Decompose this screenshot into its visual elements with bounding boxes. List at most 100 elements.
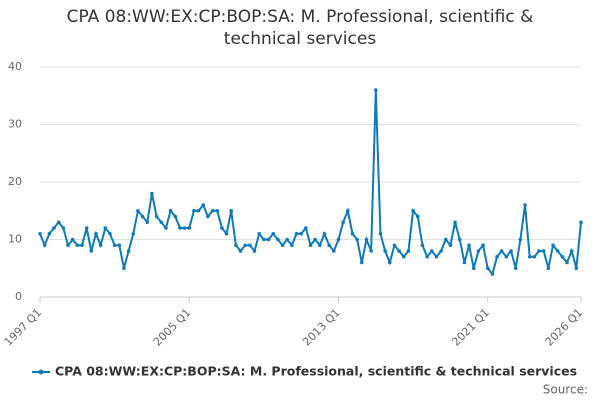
point — [336, 237, 341, 242]
x-tick-label: 2026 Q1 — [543, 306, 586, 349]
point — [467, 243, 471, 248]
point — [196, 208, 201, 213]
point — [178, 226, 182, 230]
point — [448, 243, 453, 248]
point — [42, 243, 47, 248]
point — [527, 254, 532, 259]
point — [439, 249, 443, 253]
x-tick-label: 2021 Q1 — [449, 306, 492, 349]
point — [131, 231, 136, 236]
point — [401, 254, 406, 259]
point — [429, 249, 434, 253]
point — [509, 249, 513, 253]
point — [224, 231, 229, 236]
point — [499, 249, 504, 253]
y-tick-label: 0 — [15, 290, 22, 303]
point — [318, 243, 322, 248]
point — [80, 243, 84, 248]
point — [126, 249, 131, 253]
point — [560, 254, 565, 259]
point — [485, 266, 490, 271]
point — [322, 231, 327, 236]
x-tick-label: 2013 Q1 — [300, 306, 343, 349]
point — [462, 260, 467, 265]
point — [308, 243, 313, 248]
point — [66, 243, 70, 248]
point — [252, 249, 257, 253]
point — [271, 231, 275, 236]
point — [173, 214, 178, 219]
point — [243, 243, 248, 248]
point — [98, 243, 103, 248]
point — [75, 243, 80, 248]
point — [159, 220, 164, 225]
point — [504, 254, 509, 259]
point — [215, 208, 220, 213]
point — [187, 226, 192, 230]
point — [103, 226, 108, 230]
point — [61, 226, 66, 230]
point — [94, 231, 98, 236]
point — [150, 191, 154, 196]
point — [248, 243, 252, 248]
point — [234, 243, 238, 248]
point — [397, 249, 401, 253]
legend-marker — [38, 369, 44, 375]
point — [415, 214, 420, 219]
point — [579, 220, 583, 225]
x-tick-label: 1997 Q1 — [2, 306, 45, 349]
point — [341, 220, 345, 225]
y-tick-label: 10 — [8, 233, 22, 246]
point — [434, 254, 439, 259]
point — [229, 208, 234, 213]
chart-title: CPA 08:WW:EX:CP:BOP:SA: M. Professional,… — [66, 7, 534, 49]
point — [38, 231, 42, 236]
point — [443, 237, 448, 242]
point — [373, 88, 378, 92]
point — [360, 260, 364, 265]
point — [490, 272, 495, 276]
point — [89, 249, 94, 253]
point — [369, 249, 373, 253]
y-tick-label: 40 — [8, 60, 22, 73]
point — [304, 226, 308, 230]
point — [574, 266, 579, 271]
point — [290, 243, 294, 248]
point — [425, 254, 429, 259]
point — [513, 266, 518, 271]
point — [168, 208, 173, 213]
source-label: Source: — [543, 383, 588, 397]
legend-label: CPA 08:WW:EX:CP:BOP:SA: M. Professional,… — [55, 364, 577, 379]
point — [154, 214, 159, 219]
point — [285, 237, 289, 242]
y-tick-label: 20 — [8, 175, 22, 188]
point — [387, 260, 392, 265]
point — [145, 220, 150, 225]
point — [164, 226, 168, 230]
point — [453, 220, 457, 225]
point — [355, 237, 359, 242]
x-tick-label: 2005 Q1 — [151, 306, 194, 349]
point — [546, 266, 551, 271]
point — [537, 249, 541, 253]
point — [532, 254, 537, 259]
point — [327, 243, 331, 248]
y-tick-label: 30 — [8, 118, 22, 131]
point — [122, 266, 126, 271]
point — [70, 237, 75, 242]
point — [210, 208, 215, 213]
point — [565, 260, 569, 265]
point — [220, 226, 224, 230]
point — [555, 249, 560, 253]
point — [276, 237, 280, 242]
point — [238, 249, 243, 253]
point — [495, 254, 499, 259]
point — [392, 243, 397, 248]
point — [551, 243, 555, 248]
point — [350, 231, 355, 236]
point — [346, 208, 350, 213]
point — [476, 249, 481, 253]
point — [84, 226, 89, 230]
